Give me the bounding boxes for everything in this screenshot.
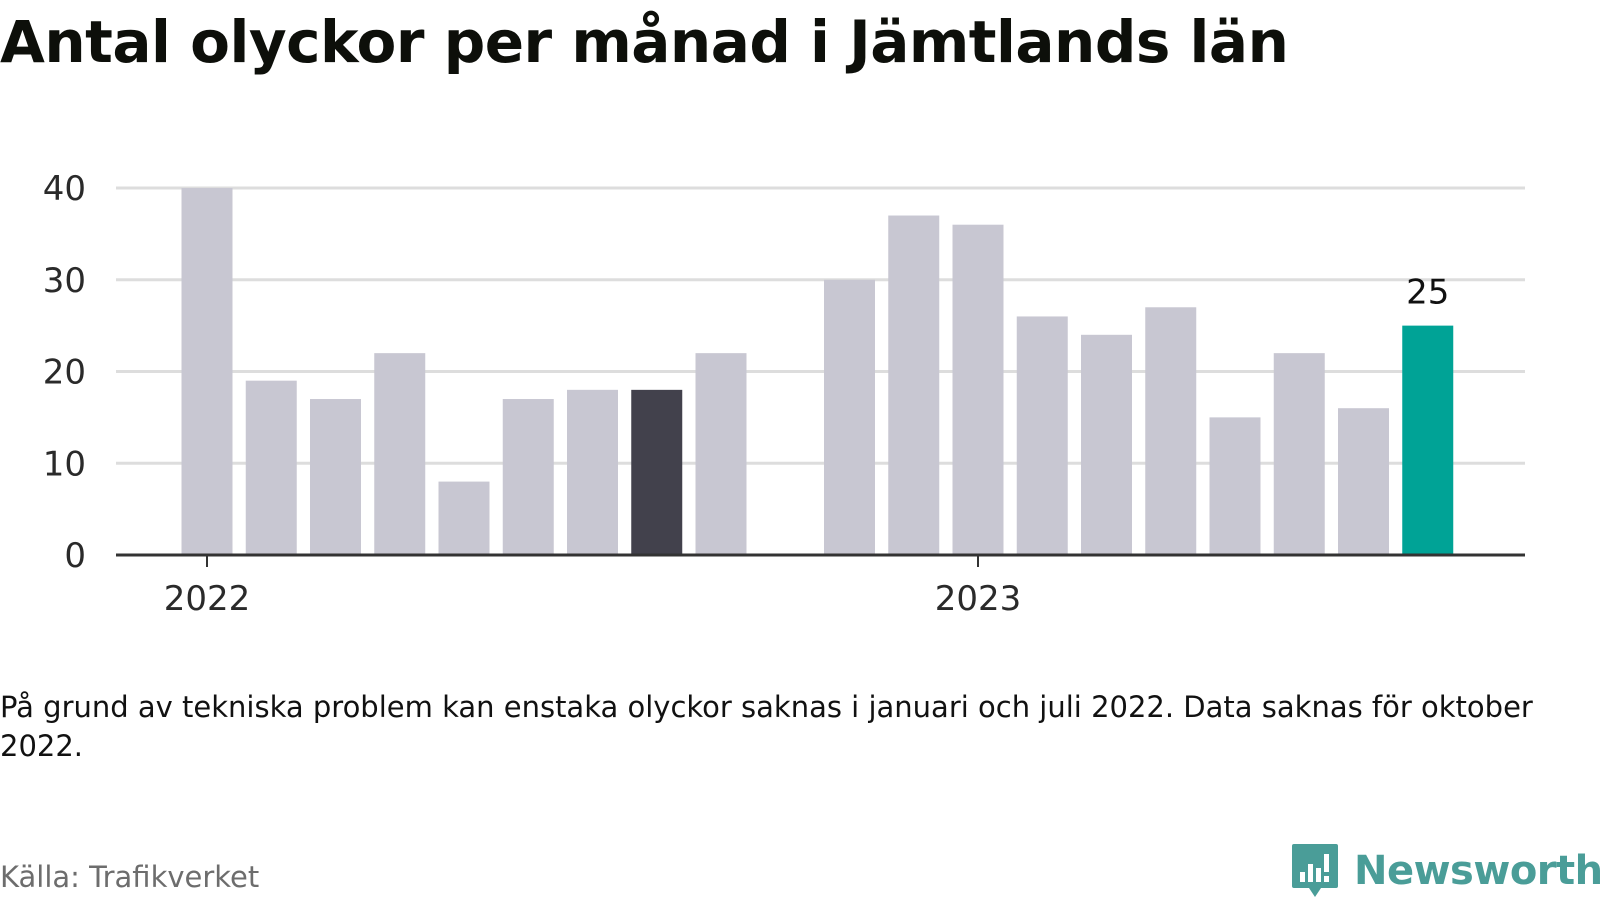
y-tick-label-10: 10 bbox=[43, 444, 86, 484]
x-tick-label-2023: 2023 bbox=[935, 579, 1022, 619]
bar-2022-12 bbox=[888, 215, 940, 555]
bar-2023-05 bbox=[1209, 417, 1261, 555]
y-tick-label-40: 40 bbox=[43, 169, 86, 209]
bar-chart: 0 10 20 30 40 2022 2023 25 bbox=[43, 169, 1525, 619]
annotations: 25 bbox=[1406, 273, 1449, 313]
bar-2022-03 bbox=[310, 399, 361, 555]
x-axis-ticks: 2022 2023 bbox=[164, 555, 1022, 619]
bar-2022-04 bbox=[374, 353, 426, 555]
x-tick-label-2022: 2022 bbox=[164, 579, 251, 619]
bar-2022-02 bbox=[245, 380, 297, 555]
bar-2022-01 bbox=[181, 188, 233, 555]
bar-2023-02 bbox=[1016, 316, 1068, 555]
bar-2022-08 bbox=[631, 389, 683, 555]
y-axis-ticks: 0 10 20 30 40 bbox=[43, 169, 86, 576]
bar-2023-04 bbox=[1145, 307, 1197, 555]
footnote: På grund av tekniska problem kan enstaka… bbox=[0, 690, 1533, 763]
brand-name: Newsworthy bbox=[1354, 848, 1600, 894]
bar-2023-08 bbox=[1402, 325, 1454, 555]
bar-2023-03 bbox=[1081, 334, 1132, 555]
y-tick-label-20: 20 bbox=[43, 353, 86, 393]
bar-2022-07 bbox=[567, 389, 618, 555]
y-tick-label-0: 0 bbox=[64, 536, 86, 576]
bar-2023-07 bbox=[1338, 408, 1389, 555]
newsworthy-logo: Newsworthy bbox=[1290, 842, 1600, 900]
bar-2023-06 bbox=[1273, 353, 1325, 555]
y-tick-label-30: 30 bbox=[43, 261, 86, 301]
chart-title: Antal olyckor per månad i Jämtlands län bbox=[0, 8, 1289, 76]
bar-chart-speech-bubble-icon bbox=[1292, 844, 1338, 897]
bar-2022-09 bbox=[695, 353, 747, 555]
data-label-2023-08: 25 bbox=[1406, 273, 1449, 313]
bar-2022-11 bbox=[824, 279, 875, 555]
bar-2022-06 bbox=[502, 399, 554, 555]
bars bbox=[181, 188, 1454, 555]
source-credit: Källa: Trafikverket bbox=[0, 860, 260, 894]
bar-2022-05 bbox=[438, 481, 490, 555]
bar-2023-01 bbox=[952, 224, 1004, 555]
